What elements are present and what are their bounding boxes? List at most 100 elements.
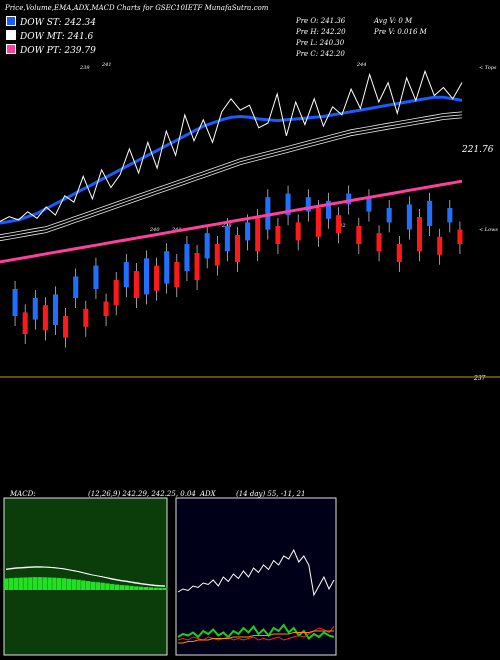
prev-volume: Pre V: 0.016 M xyxy=(374,28,427,36)
candle-body-16 xyxy=(164,251,170,284)
candle-body-7 xyxy=(73,276,79,298)
candle-body-10 xyxy=(103,301,109,316)
signal-line xyxy=(5,566,166,587)
adx-adx-green xyxy=(177,623,335,641)
macd-hist-2 xyxy=(8,578,14,590)
macd-hist-10 xyxy=(47,577,52,590)
legend-swatch-white xyxy=(6,30,16,40)
candle-body-34 xyxy=(346,193,352,205)
macd-hist-27 xyxy=(129,585,134,590)
macd-hist-6 xyxy=(28,577,33,590)
candle-body-3 xyxy=(32,298,38,320)
current-price-label: 221.76 xyxy=(462,145,494,155)
annotation-2: 241 xyxy=(102,62,112,68)
candle-body-23 xyxy=(234,235,241,262)
candle-body-36 xyxy=(366,197,372,212)
candle-body-30 xyxy=(305,197,311,212)
candle-body-33 xyxy=(336,215,342,234)
candle-body-45 xyxy=(457,229,463,244)
macd-hist-31 xyxy=(148,587,154,590)
candle-body-2 xyxy=(22,312,28,334)
legend-label-mt: DOW MT: 241.6 xyxy=(20,32,94,42)
candle-body-5 xyxy=(52,294,59,325)
series-dow-pt xyxy=(0,179,463,264)
macd-plot xyxy=(4,566,168,590)
macd-hist-9 xyxy=(42,577,48,590)
ema-mt-line-2 xyxy=(0,117,463,242)
candle-body-20 xyxy=(204,233,210,259)
candle-body-25 xyxy=(255,217,261,252)
macd-hist-13 xyxy=(61,578,67,590)
legend-label-st: DOW ST: 242.34 xyxy=(20,18,96,28)
candle-body-37 xyxy=(376,233,382,252)
candle-body-44 xyxy=(447,208,453,223)
candle-body-1 xyxy=(12,289,18,316)
candle-body-38 xyxy=(386,208,392,223)
candle-body-6 xyxy=(63,316,69,338)
candle-body-27 xyxy=(275,226,281,244)
macd-subtitle: (12,26,9) 242.29, 242.25, 0.04 xyxy=(88,490,196,498)
candle-body-8 xyxy=(83,308,89,327)
candle-body-4 xyxy=(42,305,48,331)
legend-item-mt: DOW MT: 241.6 xyxy=(6,30,93,43)
macd-hist-26 xyxy=(124,585,129,590)
candle-body-14 xyxy=(143,258,150,295)
ohlc-open: Pre O: 241.36 xyxy=(296,17,346,25)
candle-body-21 xyxy=(214,244,220,266)
candle-body-18 xyxy=(184,244,190,271)
ema-mt-line-1 xyxy=(0,114,463,239)
volume-candles xyxy=(12,185,463,348)
candle-body-28 xyxy=(285,193,291,216)
annotation-1: 239 xyxy=(80,65,90,71)
macd-hist-12 xyxy=(57,577,62,590)
macd-hist-3 xyxy=(13,577,19,590)
candle-body-9 xyxy=(93,265,99,289)
adx-title: ADX xyxy=(200,490,216,498)
legend-swatch-pink xyxy=(6,44,16,54)
candle-body-29 xyxy=(295,222,301,241)
macd-hist-17 xyxy=(81,580,86,590)
candle-body-13 xyxy=(133,271,139,298)
candle-body-39 xyxy=(396,244,402,262)
macd-hist-11 xyxy=(52,577,57,590)
tops-label: < Tops xyxy=(479,65,497,71)
macd-title: MACD: xyxy=(10,490,36,498)
macd-hist-20 xyxy=(95,582,101,590)
macd-hist-30 xyxy=(143,587,149,590)
macd-hist-5 xyxy=(23,577,28,590)
candle-body-26 xyxy=(265,197,271,230)
candle-body-17 xyxy=(174,262,180,288)
ohlc-close: Pre C: 242.20 xyxy=(296,50,345,58)
candle-body-32 xyxy=(325,200,332,219)
macd-hist-19 xyxy=(90,581,96,590)
macd-hist-34 xyxy=(163,588,168,590)
adx-adx-orange xyxy=(178,630,334,644)
legend-label-pt: DOW PT: 239.79 xyxy=(20,46,96,56)
ema-mt-line-0 xyxy=(0,111,463,236)
candle-body-41 xyxy=(416,217,423,252)
adx-subtitle: (14 day) 55, -11, 21 xyxy=(236,490,306,498)
macd-hist-33 xyxy=(158,587,163,590)
lows-label: < Lows xyxy=(479,227,498,233)
macd-hist-23 xyxy=(110,584,115,590)
candle-body-43 xyxy=(437,236,443,255)
candle-body-31 xyxy=(315,208,321,237)
macd-hist-7 xyxy=(32,577,38,590)
macd-hist-22 xyxy=(105,583,110,590)
macd-hist-8 xyxy=(37,577,43,590)
adx-plot xyxy=(177,548,335,644)
ohlc-low: Pre L: 240.30 xyxy=(296,39,345,47)
series-close xyxy=(0,69,463,222)
candle-body-40 xyxy=(406,204,412,230)
candle-body-24 xyxy=(245,222,251,241)
macd-hist-21 xyxy=(100,582,105,590)
macd-hist-25 xyxy=(119,585,125,590)
macd-hist-28 xyxy=(134,586,139,590)
ema-lines xyxy=(0,69,463,264)
macd-frame xyxy=(3,497,168,656)
macd-hist-15 xyxy=(71,579,76,590)
legend-swatch-blue xyxy=(6,16,16,26)
